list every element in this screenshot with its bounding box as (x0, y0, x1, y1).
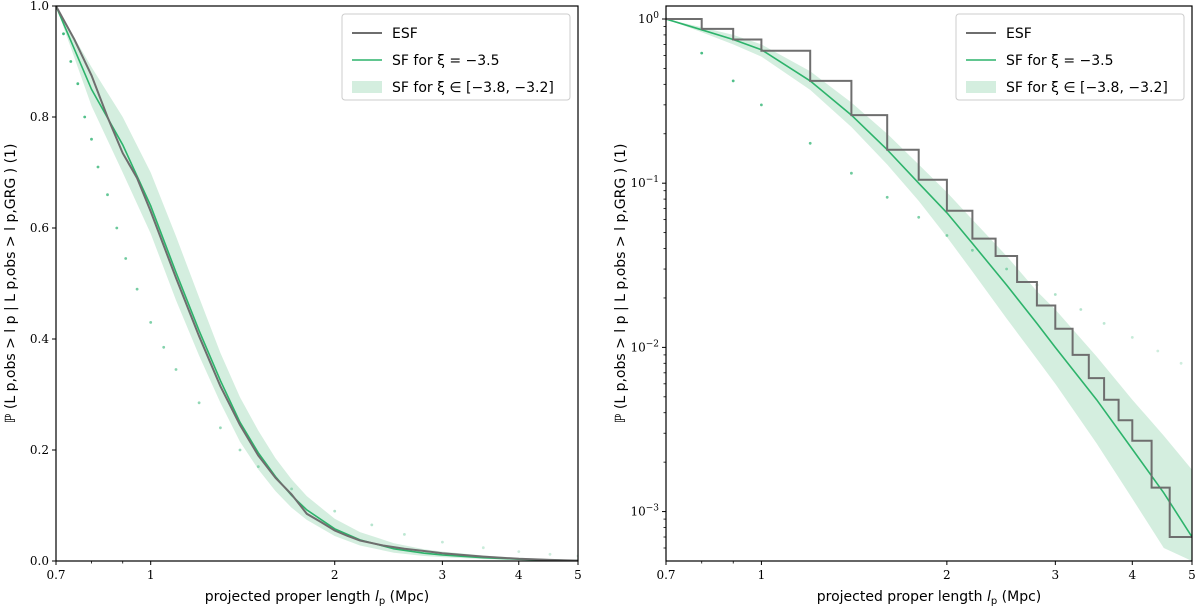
dotted-reference-point (124, 257, 128, 260)
dotted-reference-point (290, 487, 293, 491)
legend-band-swatch (352, 81, 382, 93)
dotted-reference-point (162, 345, 166, 349)
y-tick-label: 10−3 (630, 504, 659, 519)
dotted-reference-point (1130, 336, 1134, 339)
sf-line (666, 18, 1192, 538)
dotted-reference-point (700, 51, 704, 55)
esf-line (666, 18, 1192, 538)
x-tick-label: 4 (1128, 568, 1136, 582)
x-tick-label: 3 (439, 568, 447, 582)
dotted-reference-point (1079, 308, 1083, 311)
y-tick-label: 1.0 (30, 0, 49, 13)
dotted-reference-point (850, 171, 853, 175)
sf-range-band (666, 19, 1192, 561)
y-tick-label: 0.4 (30, 332, 49, 346)
legend-box (955, 13, 1185, 101)
dotted-reference-point (370, 523, 374, 527)
dotted-reference-point (481, 546, 485, 550)
y-tick-label: 0.6 (30, 221, 49, 235)
y-axis-label: ℙ (L p,obs > l p | L p,obs > l p,GRG ) (… (3, 144, 19, 424)
dotted-reference-point (1156, 349, 1160, 353)
dotted-reference-point (1102, 322, 1106, 325)
dotted-reference-point (1179, 361, 1183, 365)
left-panel-linear: 0.7 1 2 3 4 5 0.0 0.2 0.4 0.6 0.8 1.0 projected prop… (3, 0, 582, 607)
legend-label-esf: ESF (1006, 26, 1032, 42)
plot-area (56, 6, 578, 561)
dotted-reference-point (96, 165, 100, 169)
legend-label-sf: SF for ξ = −3.5 (1006, 53, 1114, 69)
dotted-reference-point (945, 234, 949, 237)
dotted-reference-point (115, 226, 119, 230)
dotted-reference-point (62, 32, 65, 36)
legend-band-swatch (966, 81, 996, 93)
dotted-reference-point (90, 137, 93, 141)
dotted-reference-point (76, 82, 80, 86)
esf-line (56, 6, 578, 561)
dotted-reference-point (174, 368, 178, 371)
dotted-reference-point (403, 533, 406, 536)
axes-frame (55, 5, 579, 562)
dotted-reference-point (106, 193, 109, 197)
x-tick-label: 5 (574, 568, 582, 582)
dotted-reference-point (760, 103, 763, 107)
y-tick-label: 10−2 (630, 339, 659, 354)
legend-box (341, 13, 571, 101)
dotted-reference-point (135, 287, 139, 291)
dotted-reference-point (256, 465, 260, 468)
x-axis-label: projected proper length lp (Mpc) (205, 589, 430, 607)
dotted-reference-point (731, 79, 735, 83)
x-tick-label: 5 (1188, 568, 1196, 582)
dotted-reference-point (885, 195, 889, 199)
dotted-reference-point (917, 215, 921, 219)
dotted-reference-point (808, 141, 812, 145)
x-tick-label: 3 (1052, 568, 1060, 582)
dotted-reference-point (69, 60, 73, 63)
dotted-reference-point (149, 321, 153, 324)
plot-area (666, 17, 1192, 561)
dotted-reference-point (238, 448, 242, 452)
legend: ESF SF for ξ = −3.5 SF for ξ ∈ [−3.8, −3.2… (341, 13, 571, 101)
x-tick-label: 0.7 (656, 568, 675, 582)
legend-label-sf: SF for ξ = −3.5 (392, 53, 500, 69)
legend-label-sf-range: SF for ξ ∈ [−3.8, −3.2] (1006, 80, 1168, 96)
x-tick-label: 0.7 (46, 568, 65, 582)
y-tick-label: 0.2 (30, 443, 49, 457)
dotted-reference-point (548, 552, 552, 556)
dotted-reference-point (219, 426, 222, 430)
dotted-reference-point (1053, 293, 1057, 296)
dotted-reference-point (441, 540, 444, 544)
y-tick-label: 0.0 (30, 554, 49, 568)
y-axis-label: ℙ (L p,obs > l p | L p,obs > l p,GRG ) (… (613, 144, 629, 424)
x-axis-label: projected proper length lp (Mpc) (817, 589, 1042, 607)
legend-label-esf: ESF (392, 26, 418, 42)
dotted-reference-point (83, 115, 87, 119)
y-tick-label: 0.8 (30, 110, 49, 124)
x-tick-label: 1 (758, 568, 766, 582)
dotted-reference-point (517, 550, 521, 553)
y-tick-label: 100 (638, 11, 659, 26)
legend-label-sf-range: SF for ξ ∈ [−3.8, −3.2] (392, 80, 554, 96)
y-tick-label: 10−1 (630, 175, 659, 190)
dotted-reference-point (333, 509, 337, 513)
legend: ESF SF for ξ = −3.5 SF for ξ ∈ [−3.8, −3.2… (955, 13, 1185, 101)
x-tick-label: 2 (331, 568, 339, 582)
dotted-reference-point (197, 401, 201, 405)
x-tick-label: 1 (147, 568, 155, 582)
axes-frame (665, 5, 1193, 562)
x-tick-label: 2 (943, 568, 951, 582)
dotted-reference-point (971, 248, 974, 252)
x-tick-label: 4 (515, 568, 523, 582)
dotted-reference-point (1005, 267, 1008, 271)
right-panel-log: 0.7 1 2 3 4 5 10−3 10−2 10−1 100 projected proper … (613, 5, 1196, 607)
